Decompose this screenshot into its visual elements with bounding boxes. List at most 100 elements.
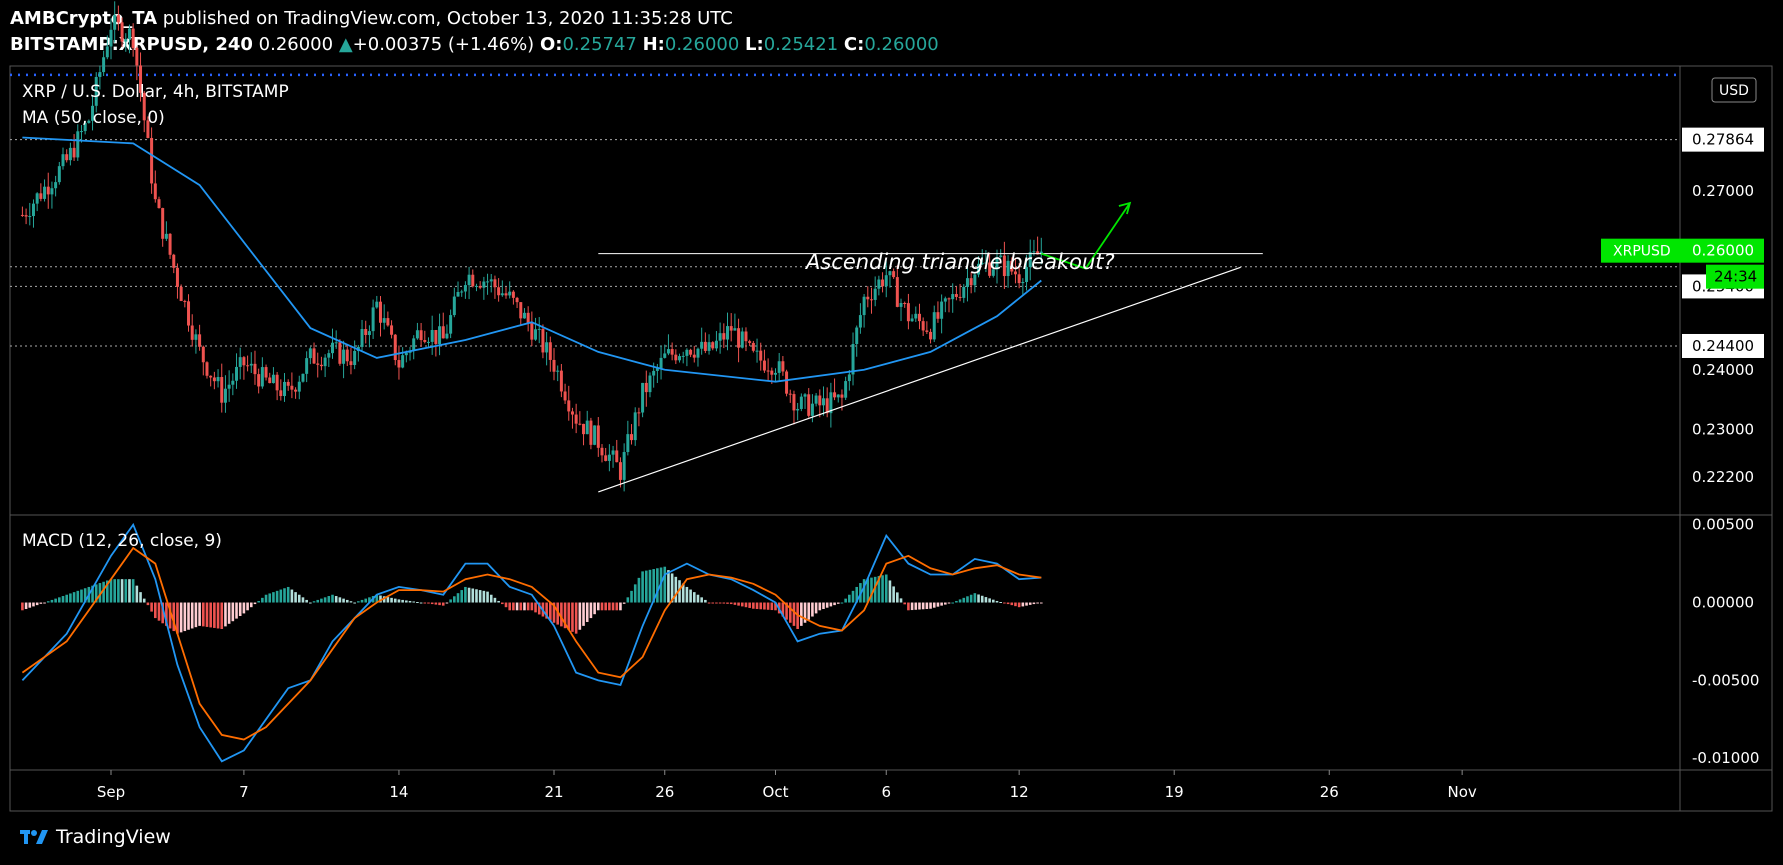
candle-body	[796, 408, 800, 411]
histogram-bar	[382, 596, 386, 603]
histogram-bar	[39, 602, 43, 604]
histogram-bar	[106, 580, 109, 603]
histogram-bar	[246, 602, 249, 611]
histogram-bar	[962, 597, 966, 603]
candle-body	[740, 331, 744, 348]
drawn-trendlines[interactable]	[598, 201, 1263, 493]
candle-body	[223, 388, 227, 403]
author-name[interactable]: AMBCrypto_TA	[10, 8, 158, 29]
candle-body	[120, 22, 124, 42]
candle-body	[83, 122, 87, 132]
candle-body	[194, 334, 198, 340]
candle-body	[895, 277, 899, 307]
price-tick-label: 0.22200	[1692, 468, 1754, 486]
histogram-bar	[320, 598, 323, 603]
macd-histogram	[21, 566, 1043, 634]
histogram-bar	[261, 597, 264, 603]
candle-body	[331, 342, 334, 354]
histogram-bar	[626, 597, 630, 603]
candle-body	[633, 412, 637, 441]
histogram-bar	[301, 597, 305, 603]
price-chart[interactable]: Sep 7 14 21 26 Oct 6 12 19 26 Nov 0.27000 0.24000 0.2…	[0, 0, 1783, 820]
candle-body	[164, 233, 168, 239]
histogram-bar	[896, 592, 899, 603]
macd-tick-label: 0.00500	[1692, 516, 1754, 534]
histogram-bar	[486, 591, 489, 603]
histogram-bar	[349, 601, 353, 603]
histogram-bar	[482, 590, 486, 603]
candle-body	[903, 303, 907, 305]
histogram-bar	[663, 566, 667, 603]
tradingview-logo-icon[interactable]	[20, 827, 48, 847]
histogram-bar	[637, 577, 641, 603]
histogram-bar	[46, 601, 50, 603]
candle-body	[367, 331, 371, 336]
histogram-bar	[408, 600, 412, 603]
candle-body	[932, 312, 936, 340]
histogram-bar	[685, 586, 689, 603]
candle-body	[31, 203, 35, 217]
histogram-bar	[644, 570, 648, 603]
histogram-bar	[98, 583, 102, 603]
histogram-bar	[873, 576, 877, 603]
candle-body	[415, 330, 419, 339]
histogram-bar	[622, 602, 626, 604]
histogram-bar	[368, 597, 371, 603]
symbol-label[interactable]: BITSTAMP:XRPUSD, 240	[10, 34, 253, 55]
histogram-bar	[567, 602, 571, 631]
candle-body	[829, 392, 833, 414]
candle-body	[751, 342, 755, 351]
candle-body	[851, 343, 855, 375]
currency-badge[interactable]	[1711, 77, 1757, 103]
histogram-bar	[977, 594, 980, 603]
candle-body	[257, 374, 261, 387]
axes: Sep 7 14 21 26 Oct 6 12 19 26 Nov 0.27000 0.24000 0.2…	[97, 127, 1764, 801]
candle-body	[327, 353, 331, 358]
candle-body	[570, 411, 574, 415]
candle-body	[109, 29, 113, 47]
x-tick-label: 19	[1165, 783, 1184, 801]
histogram-bar	[54, 598, 57, 603]
candle-body	[980, 263, 984, 265]
histogram-bar	[475, 589, 478, 603]
histogram-bar	[449, 599, 452, 603]
histogram-bar	[135, 585, 139, 603]
candle-body	[862, 296, 866, 316]
candle-body	[175, 267, 179, 287]
histogram-bar	[980, 595, 984, 603]
candle-body	[714, 340, 718, 349]
histogram-bar	[1025, 602, 1028, 606]
candle-body	[268, 377, 272, 384]
histogram-bar	[1010, 602, 1014, 606]
histogram-bar	[840, 602, 844, 604]
ma-indicator-label[interactable]: MA (50, close, 0)	[22, 108, 165, 128]
projection-path	[1041, 202, 1131, 270]
candle-body	[1032, 251, 1036, 253]
support-trendline	[598, 266, 1241, 493]
histogram-bar	[1006, 602, 1010, 605]
histogram-bar	[28, 602, 32, 608]
histogram-bar	[600, 602, 604, 611]
price-tick-label: 0.24000	[1692, 361, 1754, 379]
histogram-bar	[154, 602, 157, 619]
candle-body	[98, 72, 102, 77]
tradingview-brand[interactable]: TradingView	[56, 826, 171, 848]
change-up-icon: ▲	[338, 34, 353, 55]
candle-body	[168, 233, 172, 255]
candle-body	[87, 120, 91, 123]
annotation-text[interactable]: Ascending triangle breakout?	[804, 250, 1115, 274]
candle-body	[774, 372, 777, 375]
candle-body	[670, 349, 674, 355]
candle-body	[589, 420, 593, 445]
histogram-bar	[944, 602, 947, 605]
candle-body	[574, 414, 578, 424]
histogram-bar	[357, 601, 360, 603]
histogram-bar	[1003, 602, 1006, 604]
candle-body	[342, 349, 346, 364]
histogram-bar	[862, 579, 866, 603]
histogram-bar	[50, 599, 54, 603]
histogram-bar	[194, 602, 198, 628]
macd-indicator-label[interactable]: MACD (12, 26, close, 9)	[22, 531, 222, 551]
candle-body	[803, 394, 807, 397]
histogram-bar	[988, 598, 991, 603]
